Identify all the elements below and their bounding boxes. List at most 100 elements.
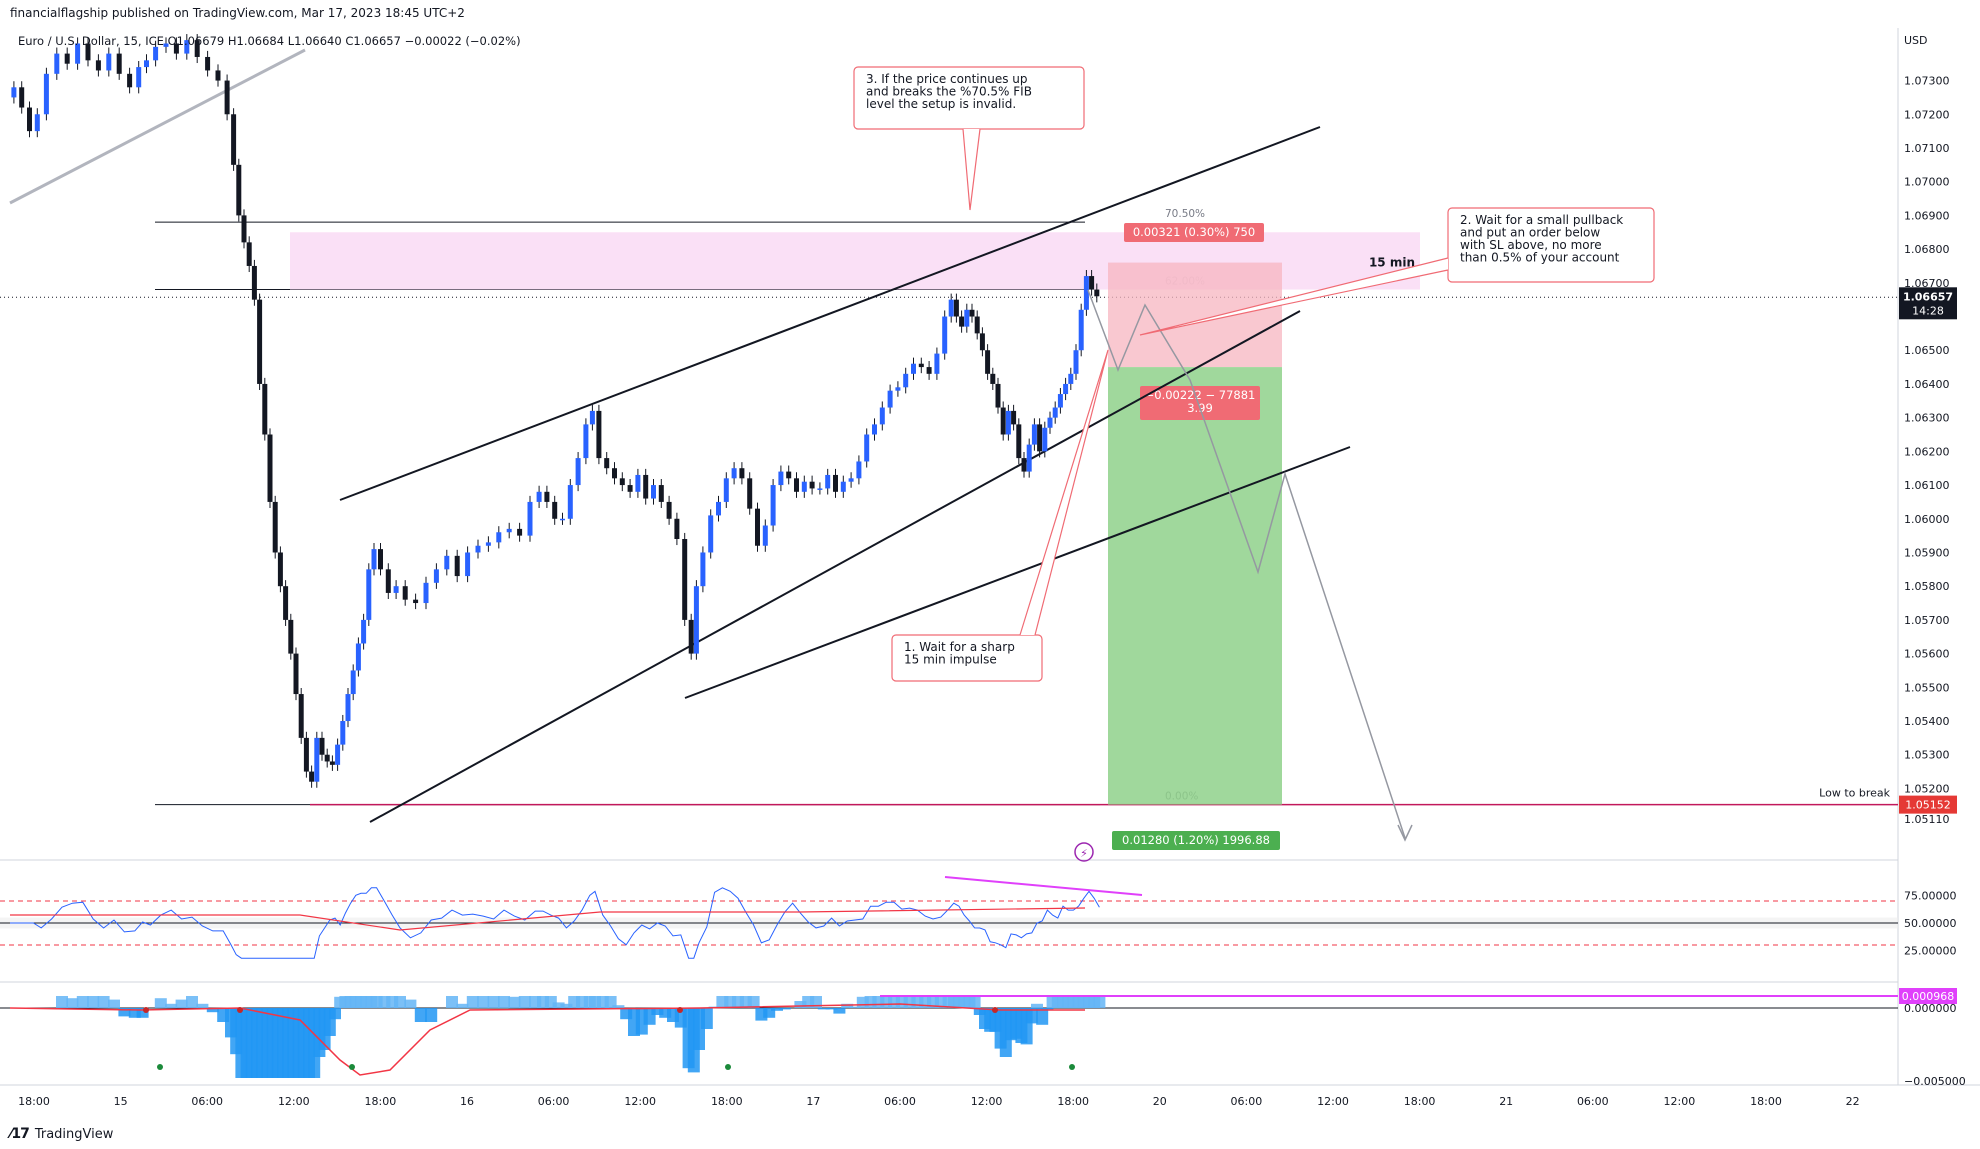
candle-body [1052,407,1058,418]
candle-body [262,383,268,435]
candle-body [995,383,1001,408]
current-price-countdown: 14:28 [1912,304,1944,317]
macd-histogram-bar [817,1008,830,1010]
candle-body [205,56,211,71]
price-tick-label: 1.06500 [1904,344,1950,357]
candle-body [864,434,870,462]
candle-body [106,53,112,71]
candle-body [19,87,25,108]
candle-body [959,316,965,327]
candle-body [942,316,948,354]
candle-body [11,87,17,98]
callout-pullback-line: 2. Wait for a small pullback [1460,213,1623,227]
candle-body [314,737,320,782]
price-tick-label: 1.06300 [1904,412,1950,425]
macd-histogram-bar [466,996,479,1008]
candle-body [231,114,237,165]
projection-path [1087,289,1406,839]
stop-badge: 0.00321 (0.30%) 750 [1124,223,1264,242]
time-tick-label: 21 [1499,1095,1513,1108]
candle-body [544,491,550,502]
candle-body [700,552,706,587]
channel-inner-line [684,446,1351,699]
candle-body [34,114,40,132]
macd-histogram-bar [552,1002,565,1008]
current-price-tag [1899,287,1957,320]
candle-body [444,555,450,570]
macd-histogram-bar [404,999,417,1008]
candle-body [872,424,877,435]
macd-histogram-bar [456,1003,469,1008]
candle-body [856,461,862,479]
price-tick-label: 1.05110 [1904,813,1950,826]
candle-body [340,721,346,745]
entry-badge-text: −0.00222 − 77881 [1145,388,1256,402]
candle-body [1031,424,1037,445]
time-tick-label: 06:00 [884,1095,916,1108]
callout-pullback-line: and put an order below [1460,226,1600,240]
rsi-divergence-line [944,876,1143,896]
rsi-tick-label: 75.00000 [1904,890,1957,903]
candle-body [454,555,460,577]
candle-body [413,599,419,604]
candle-body [293,653,299,695]
time-tick-label: 06:00 [1231,1095,1263,1108]
macd-histogram-bar [849,1006,861,1008]
candle-body [75,43,81,64]
candle-body [527,501,533,536]
candle-body [596,410,602,459]
price-tick-label: 1.07000 [1904,176,1950,189]
time-tick-label: 12:00 [1317,1095,1349,1108]
candle-body [319,737,325,755]
candle-body [643,474,649,499]
candle-body [27,107,32,132]
currency-label: USD [1904,34,1928,47]
candle-body [127,73,133,88]
candle-body [241,215,247,243]
macd-histogram-bar [508,996,521,1008]
candle-body [1057,394,1063,408]
macd-histogram-bar [477,996,490,1008]
macd-histogram-bar [118,1008,131,1017]
candle-body [926,367,932,374]
candle-body [423,582,429,604]
time-tick-label: 18:00 [1057,1095,1089,1108]
candle-body [283,586,289,620]
price-tick-label: 1.06700 [1904,277,1950,290]
candle-body [911,363,916,374]
macd-histogram-bar [604,996,617,1008]
publisher-line: financialflagship published on TradingVi… [10,6,465,20]
macd-histogram-bar [747,996,760,1008]
candle-body [54,53,60,74]
price-tick-label: 1.06400 [1904,378,1950,391]
candle-body [329,761,335,765]
candle-body [184,40,190,54]
channel-upper-line [339,126,1321,501]
low-to-break-label: Low to break [1819,787,1890,800]
time-tick-label: 06:00 [191,1095,223,1108]
rsi-signal-line [10,907,1086,931]
entry-badge-bg [1140,386,1260,420]
candle-body [990,373,996,384]
candle-body [1094,289,1100,297]
candle-body [1011,410,1017,425]
candle-body [95,60,101,71]
callout-pullback-box [1447,207,1655,283]
candle-body [345,694,351,722]
price-tick-label: 1.06800 [1904,243,1950,256]
candle-body [985,350,991,374]
callout-pullback-line: with SL above, no more [1460,238,1602,252]
candle-body [575,458,581,486]
macd-signal-dot [1069,1064,1075,1070]
candle-body [272,501,278,553]
candle-body [682,538,688,620]
candle-body [948,299,954,317]
callout-impulse-line: 1. Wait for a sharp [904,640,1015,654]
candle-body [402,586,408,600]
candle-body [731,468,737,479]
macd-signal-dot [157,1064,163,1070]
macd-histogram-bar [165,1003,178,1008]
